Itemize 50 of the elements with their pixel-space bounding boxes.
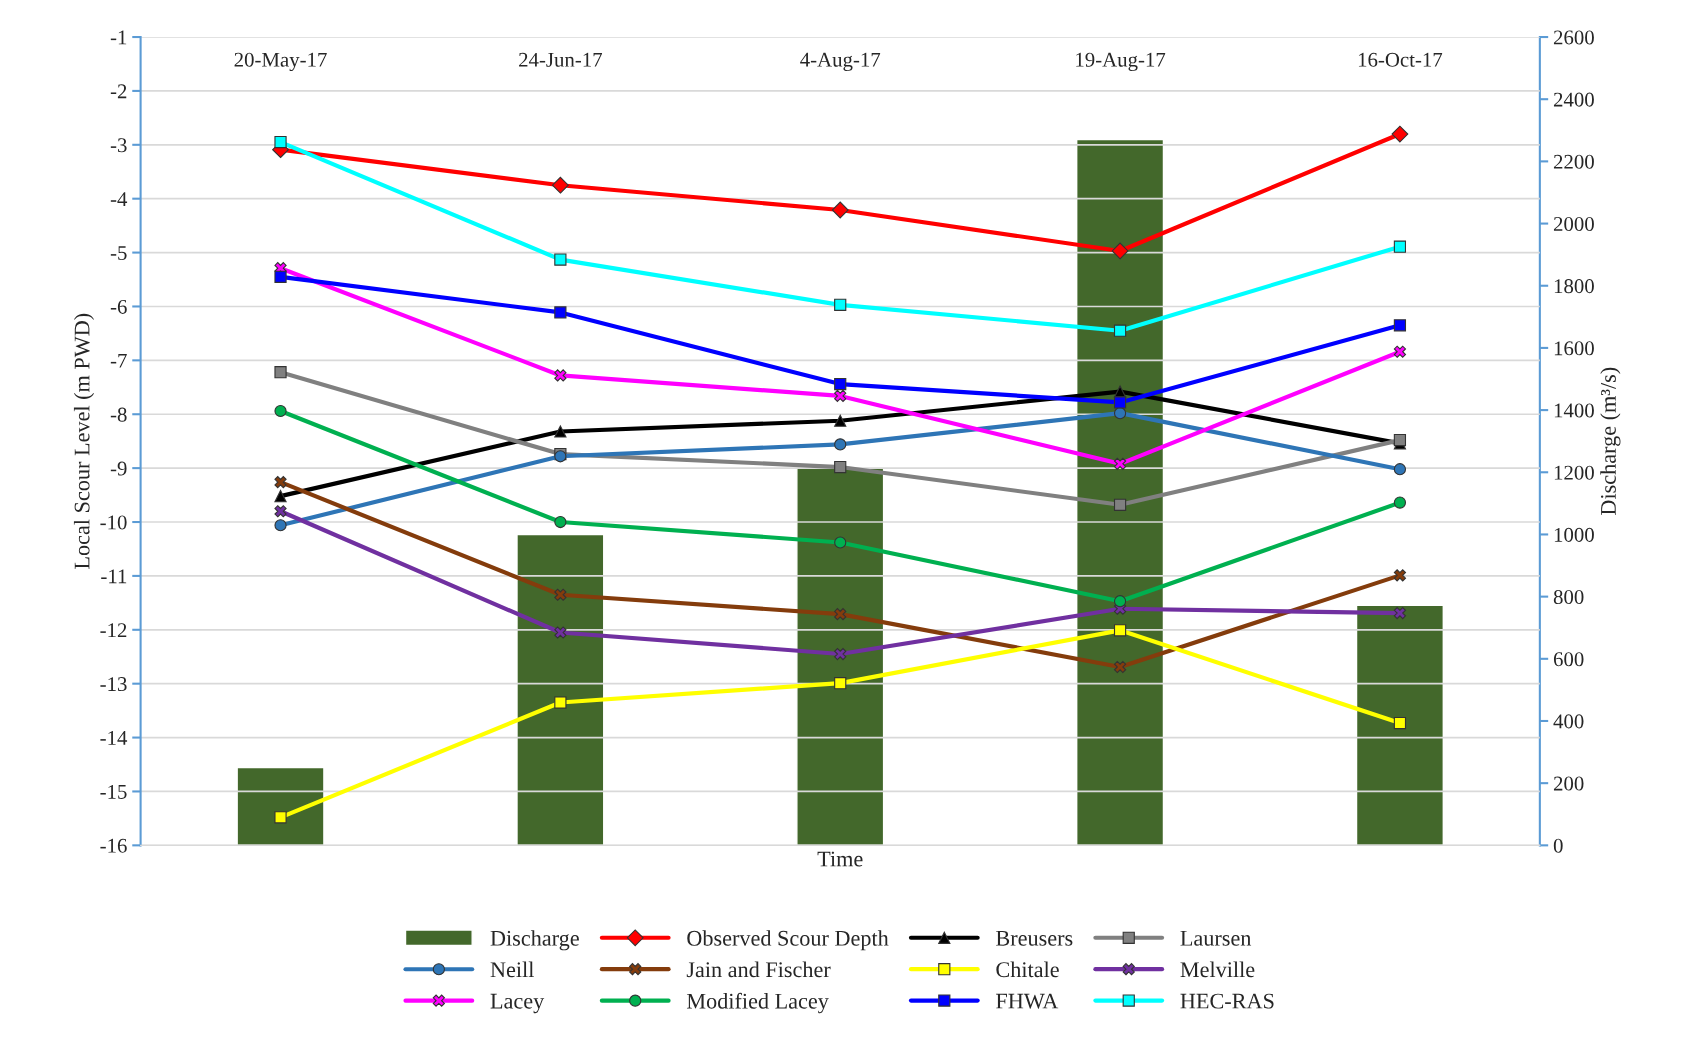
y-tick-label: -16	[100, 838, 127, 853]
y2-tick-label: 600	[1553, 652, 1584, 667]
legend-label: Lacey	[490, 993, 545, 1014]
legend-label: Neill	[490, 961, 534, 978]
y-tick-label: -11	[101, 569, 127, 584]
y2-tick-label: 1800	[1554, 279, 1594, 294]
y2-tick-label: 2200	[1553, 154, 1594, 169]
y2-tick-label: 400	[1553, 714, 1584, 729]
y2-axis-title: Discharge (m³/s)	[1600, 367, 1621, 515]
legend-label: HEC-RAS	[1180, 993, 1274, 1009]
legend-label: Jain and Fischer	[686, 961, 831, 978]
y2-tick-label: 2600	[1553, 30, 1594, 45]
y-tick-label: -12	[100, 623, 127, 638]
x-tick-label: 4-Aug-17	[800, 52, 881, 72]
y-tick-label: -13	[100, 677, 127, 692]
y-tick-label: -3	[110, 138, 127, 153]
y2-tick-label: 2400	[1553, 92, 1594, 107]
y-tick-label: -10	[100, 515, 127, 530]
y-tick-label: -5	[110, 246, 127, 261]
y2-tick-label: 0	[1553, 838, 1563, 853]
legend-label: Breusers	[996, 931, 1073, 946]
x-tick-label: 24-Jun-17	[519, 52, 603, 67]
x-tick-label: 16-Oct-17	[1358, 52, 1443, 67]
y-axis-title: Local Scour Level (m PWD)	[73, 313, 95, 569]
y-tick-label: -2	[110, 84, 127, 99]
y-tick-label: -7	[110, 353, 127, 368]
y2-tick-label: 1000	[1554, 527, 1594, 542]
y2-tick-label: 1600	[1554, 341, 1594, 356]
legend-label: Observed Scour Depth	[687, 930, 889, 951]
y-tick-label: -8	[110, 407, 127, 422]
legend-label: Chitale	[996, 961, 1059, 978]
y2-tick-label: 1400	[1554, 403, 1594, 418]
y2-tick-label: 2000	[1553, 216, 1594, 231]
y-tick-label: -15	[100, 784, 127, 799]
x-axis-title: Time	[817, 851, 863, 867]
x-tick-label: 19-Aug-17	[1076, 52, 1166, 72]
legend-label: Modified Lacey	[686, 992, 829, 1014]
y-tick-label: -4	[110, 192, 128, 206]
legend-label: FHWA	[996, 993, 1059, 1009]
y2-tick-label: 200	[1553, 776, 1584, 791]
y2-tick-label: 800	[1553, 590, 1584, 605]
y-tick-label: -6	[110, 299, 127, 314]
legend-label: Discharge	[490, 930, 579, 951]
y-tick-label: -1	[110, 30, 127, 45]
y-tick-label: -9	[110, 461, 127, 476]
x-tick-label: 20-May-17	[234, 52, 327, 72]
y2-tick-label: 1200	[1554, 465, 1594, 480]
legend-label: Laursen	[1180, 931, 1252, 946]
y-tick-label: -14	[100, 731, 128, 745]
legend-label: Melville	[1180, 961, 1255, 978]
